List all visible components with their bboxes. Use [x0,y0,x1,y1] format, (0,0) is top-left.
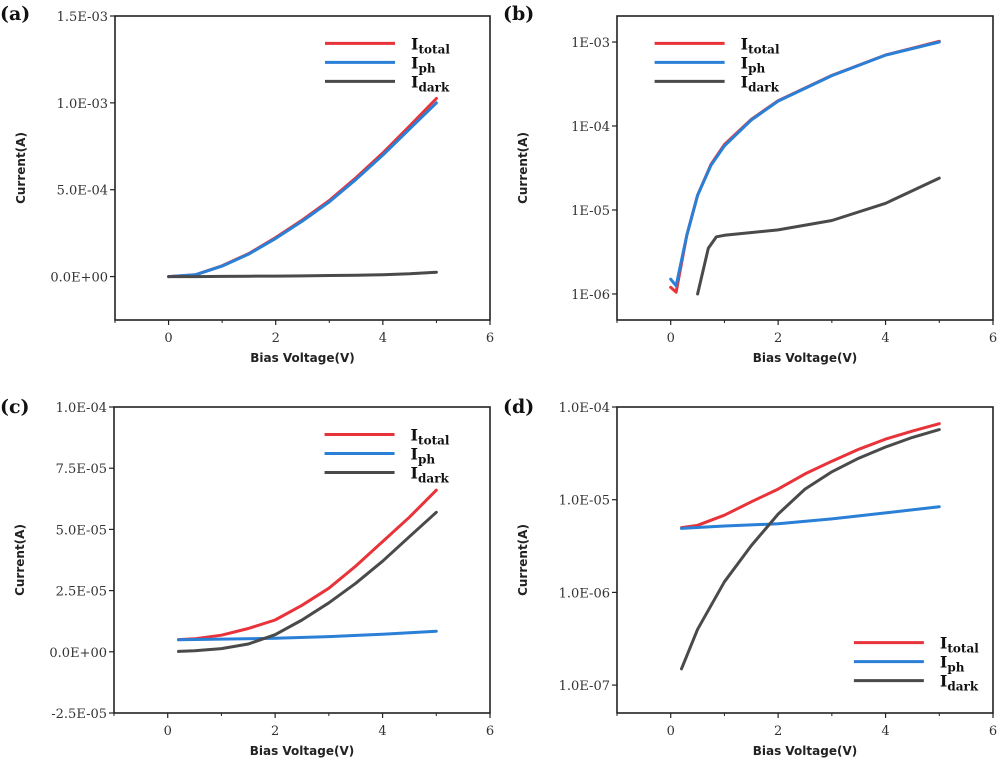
chart-panel-a: (a) 0 2 4 6 1.5E-03 1.0E-03 5.0E-04 0.0E+00 Bias … [0,3,494,365]
legend-label: Idark [411,72,450,94]
legend-label: Iph [411,53,436,75]
y-axis-label: Current(A) [14,132,28,204]
x-tick-label: 4 [881,331,889,346]
legend-label: Itotal [741,34,780,56]
x-tick-label: 0 [164,331,172,346]
x-tick-label: 2 [774,724,782,739]
x-tick-label: 6 [486,331,494,346]
legend-label: Iph [411,445,436,467]
legend-label: Itotal [940,634,979,656]
x-axis-label: Bias Voltage(V) [753,351,857,365]
plot-frame [114,15,491,321]
legend-label: Iph [940,653,965,675]
series-line-iph [669,40,941,288]
legend-label: Itotal [411,34,450,56]
x-tick-label: 2 [271,724,279,739]
y-tick-label: 0.0E+00 [50,271,108,286]
series-line-iph [167,101,438,279]
legend-label: Idark [411,464,450,486]
y-tick-label: 1E-06 [571,288,610,303]
series-line-idark [696,176,941,296]
x-axis-label: Bias Voltage(V) [250,351,354,365]
y-tick-label: -2.5E-05 [51,707,107,722]
legend-label: Itotal [411,426,450,448]
y-tick-label: 1E-05 [571,204,610,219]
y-tick-label: 7.5E-05 [56,462,107,477]
legend-label: Idark [741,72,780,94]
y-axis-label: Current(A) [516,524,530,596]
series-line-idark [680,428,941,671]
y-tick-label: 1.0E-07 [559,679,610,694]
x-axis-label: Bias Voltage(V) [250,744,354,758]
panel-label: (b) [503,3,534,25]
y-tick-label: 1.0E-04 [56,401,107,416]
plot-frame [616,15,994,321]
x-tick-label: 6 [989,724,997,739]
y-axis-label: Current(A) [13,524,27,596]
x-tick-label: 6 [486,724,494,739]
x-tick-label: 6 [989,331,997,346]
legend-label: Idark [940,672,979,694]
y-tick-label: 2.5E-05 [56,585,107,600]
x-tick-label: 4 [378,724,386,739]
chart-panel-d: (d) 0 2 4 6 1.0E-04 1.0E-05 1.0E-06 1.0E-07 Bias … [503,396,997,758]
y-axis-label: Current(A) [516,132,530,204]
y-tick-label: 1E-03 [571,36,610,51]
series-line-itotal [177,488,438,642]
chart-panel-c: (c) 0 2 4 6 1.0E-04 7.5E-05 5.0E-05 2.5E-05 0.0E+… [0,396,494,758]
plot-frame [113,406,491,714]
panel-label: (a) [0,3,30,25]
y-tick-label: 5.0E-04 [57,184,108,199]
x-tick-label: 2 [272,331,280,346]
series-line-iph [680,505,941,530]
y-tick-label: 1.0E-03 [57,97,108,112]
x-tick-label: 2 [774,331,782,346]
x-tick-label: 0 [667,331,675,346]
x-tick-label: 4 [379,331,387,346]
y-tick-label: 1.0E-05 [559,494,610,509]
y-tick-label: 1.0E-04 [559,401,610,416]
series-line-idark [177,510,438,653]
panel-label: (d) [503,396,534,418]
x-tick-label: 0 [667,724,675,739]
series-line-iph [177,629,438,642]
y-tick-label: 1.0E-06 [559,586,610,601]
series-line-idark [167,270,438,279]
plot-frame [616,406,994,714]
y-tick-label: 5.0E-05 [56,523,107,538]
x-axis-label: Bias Voltage(V) [753,744,857,758]
panel-label: (c) [0,396,30,418]
y-tick-label: 1.5E-03 [57,10,108,25]
x-tick-label: 0 [164,724,172,739]
series-line-itotal [680,422,941,530]
x-tick-label: 4 [881,724,889,739]
series-line-itotal [167,97,438,279]
y-tick-label: 1E-04 [571,120,610,135]
legend-label: Iph [741,53,766,75]
y-tick-label: 0.0E+00 [49,646,107,661]
chart-panel-b: (b) 0 2 4 6 1E-03 1E-04 1E-05 1E-06 Bias Voltage(… [503,3,997,365]
